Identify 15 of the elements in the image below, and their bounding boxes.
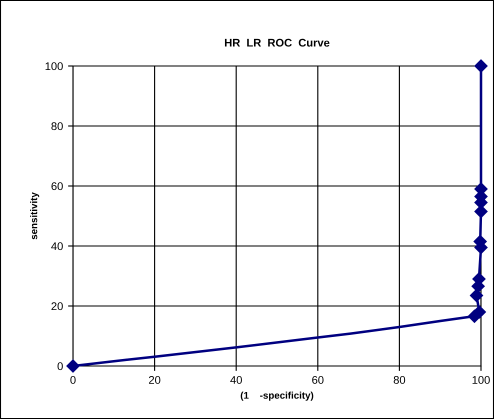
x-tick-label: 0 [70, 376, 76, 384]
x-tick-label: 60 [312, 376, 324, 384]
y-axis-title: sensitivity [30, 192, 40, 240]
x-tick-label: 20 [148, 376, 160, 384]
y-tick-label: 20 [51, 302, 63, 310]
y-tick-label: 0 [58, 362, 63, 370]
x-tick-label: 100 [472, 376, 490, 384]
x-tick-label: 40 [230, 376, 242, 384]
y-tick-label: 60 [51, 182, 63, 190]
x-axis-title: (1 -specificity) [240, 392, 314, 401]
y-tick-label: 40 [51, 242, 63, 250]
y-tick-label: 100 [46, 62, 63, 70]
y-tick-label: 80 [51, 122, 63, 130]
x-tick-label: 80 [394, 376, 406, 384]
chart-title: HR LR ROC Curve [224, 38, 330, 47]
